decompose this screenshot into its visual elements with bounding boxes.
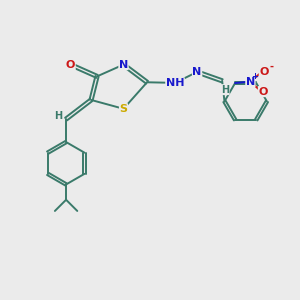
Text: H: H [221,85,229,94]
Text: NH: NH [166,78,184,88]
Text: O: O [66,60,75,70]
Text: +: + [252,72,259,81]
Text: S: S [119,104,128,114]
Text: N: N [246,76,255,87]
Text: O: O [258,87,268,97]
Text: -: - [269,62,273,72]
Text: O: O [259,67,268,76]
Text: N: N [119,60,128,70]
Text: N: N [193,67,202,77]
Text: H: H [54,110,62,121]
